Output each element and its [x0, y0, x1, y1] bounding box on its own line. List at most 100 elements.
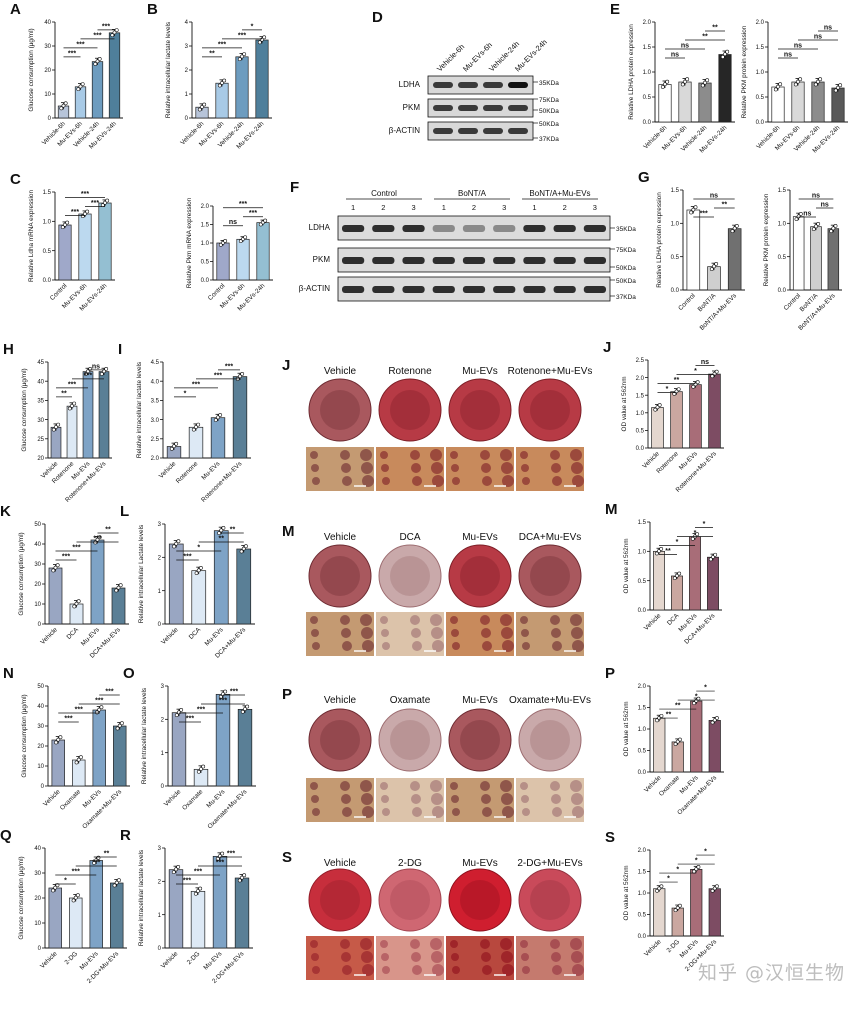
micrograph-cell [360, 614, 372, 626]
micrograph-cell [450, 451, 458, 459]
data-point [838, 83, 843, 88]
bar [92, 709, 106, 787]
data-point [196, 889, 200, 893]
condition-title: Rotenone+Mu-EVs [508, 366, 593, 377]
bar [58, 224, 72, 281]
bar [810, 226, 822, 291]
bar [256, 222, 270, 281]
micrograph-cell [571, 951, 583, 963]
data-point [691, 384, 696, 389]
y-tick-label: 30 [37, 724, 44, 730]
data-point [712, 886, 717, 891]
data-point [680, 82, 685, 87]
y-axis-label: Glucose consumption (μg/ml) [28, 28, 35, 111]
y-tick-label: 1.5 [756, 45, 765, 51]
bar [708, 888, 721, 937]
data-point [61, 103, 66, 108]
well-image [518, 708, 582, 772]
data-point [244, 544, 248, 549]
bar [98, 371, 110, 459]
condition-title: DCA [399, 532, 420, 543]
y-tick-label: 1.0 [636, 411, 645, 417]
significance-label: * [704, 849, 707, 856]
y-tick-label: 2.0 [638, 684, 647, 690]
data-point [655, 888, 659, 893]
micrograph-cell [381, 953, 389, 961]
data-point [76, 87, 81, 92]
y-axis-label: Relative intracellular Lactate levels [138, 525, 145, 623]
well-image [308, 708, 372, 772]
y-tick-label: 0.5 [201, 260, 210, 266]
data-point [833, 223, 838, 228]
well-texture [320, 720, 360, 760]
data-point [660, 85, 665, 89]
panel-label: A [10, 1, 21, 18]
bar [236, 238, 250, 281]
well-texture [390, 880, 430, 920]
micrograph-cell [411, 794, 421, 804]
data-point [196, 422, 201, 427]
data-point [242, 873, 247, 878]
micrograph-cell [410, 781, 420, 791]
data-point [678, 737, 682, 742]
significance-label: ** [666, 712, 672, 719]
micrograph-cell [342, 476, 352, 486]
significance-label: *** [225, 363, 233, 370]
micrograph-cell [451, 795, 459, 803]
data-point [172, 444, 176, 449]
bar [90, 539, 105, 625]
y-axis-label: Glucose consumption (μg/ml) [21, 368, 28, 451]
bar [74, 86, 87, 119]
micrograph-cell [522, 477, 530, 485]
y-tick-label: 1 [158, 589, 162, 595]
micrograph-cell [410, 615, 420, 625]
bar [811, 81, 825, 123]
micrograph-cell [551, 952, 561, 962]
data-point [73, 895, 78, 900]
data-point [245, 704, 250, 709]
significance-label: * [695, 694, 698, 701]
staining-j: J Vehicle Rotenone Mu-EVs Rotenone+Mu-EVs [282, 357, 592, 491]
data-point [710, 888, 715, 893]
panel-label: M [605, 501, 618, 518]
data-point [76, 893, 80, 898]
y-tick-label: 20 [34, 896, 41, 902]
significance-label: * [694, 530, 697, 537]
bar [718, 54, 732, 123]
data-point [696, 865, 701, 869]
significance-label: *** [71, 209, 79, 216]
data-point [715, 716, 719, 720]
data-point [713, 552, 718, 557]
blot-band [493, 286, 516, 293]
kda-label: 75KDa [616, 247, 636, 254]
y-tick-label: 0 [48, 116, 52, 122]
condition-title: Vehicle [324, 695, 357, 706]
bar [690, 700, 703, 773]
data-point [120, 721, 124, 726]
significance-label: *** [186, 716, 194, 723]
bar [727, 228, 742, 291]
micrograph-cell [412, 476, 422, 486]
y-tick-label: 40 [37, 379, 44, 385]
data-point [116, 585, 121, 590]
bar [653, 717, 666, 773]
y-tick-label: 3.0 [151, 418, 160, 424]
x-tick-label: DCA [666, 612, 681, 627]
data-point [814, 224, 818, 229]
data-point [71, 898, 76, 903]
data-point [796, 79, 800, 84]
y-tick-label: 0.5 [778, 255, 787, 261]
bar [82, 371, 94, 459]
bar [708, 720, 721, 773]
micrograph-cell [431, 462, 443, 474]
micrograph-cell [431, 627, 443, 639]
significance-label: *** [75, 707, 83, 714]
data-point [685, 77, 690, 82]
condition-title: Vehicle [324, 858, 357, 869]
condition-title: Rotenone [388, 366, 432, 377]
bar [213, 530, 229, 625]
well-texture [530, 556, 570, 596]
data-point [675, 573, 679, 578]
data-point [78, 84, 83, 89]
